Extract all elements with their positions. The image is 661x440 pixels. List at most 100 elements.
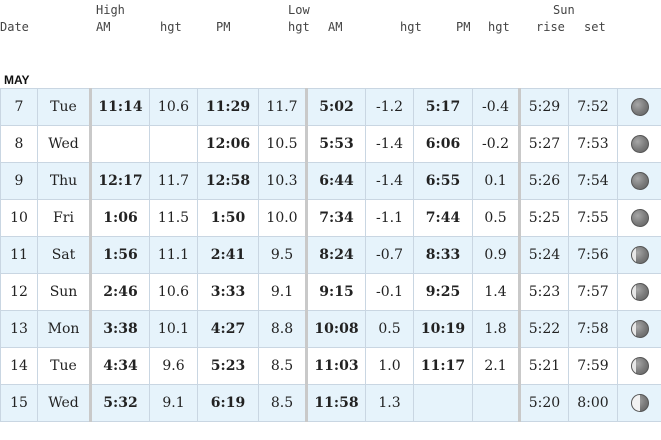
day-cell: 14 xyxy=(0,347,38,385)
waning-gibbous-moon-icon xyxy=(630,246,649,264)
moon-phase-cell xyxy=(617,384,661,422)
high-am-time-cell: 12:17 xyxy=(89,162,150,200)
waning-gibbous-moon-icon xyxy=(630,320,649,338)
tide-table: 7 Tue 11:14 10.6 11:29 11.7 5:02 -1.2 5:17 -0.4 5:… xyxy=(0,88,661,422)
full-moon-icon xyxy=(630,172,649,190)
low-am-time-cell: 8:24 xyxy=(305,236,366,274)
low-am-time-cell: 9:15 xyxy=(305,273,366,311)
low-pm-time-cell xyxy=(413,384,473,422)
high-pm-height-cell: 10.5 xyxy=(258,125,307,163)
low-pm-time-cell: 6:55 xyxy=(413,162,473,200)
sunset-cell: 7:56 xyxy=(568,236,618,274)
day-cell: 9 xyxy=(0,162,38,200)
high-pm-time-cell: 6:19 xyxy=(197,384,259,422)
high-am-height-cell: 10.6 xyxy=(149,88,198,126)
day-cell: 11 xyxy=(0,236,38,274)
high-pm-height-cell: 9.1 xyxy=(258,273,307,311)
high-am-height-cell: 9.6 xyxy=(149,347,198,385)
table-row: 15 Wed 5:32 9.1 6:19 8.5 11:58 1.3 5:20 8:00 xyxy=(0,384,661,422)
waning-gibbous-moon-icon xyxy=(630,357,649,375)
low-am-height-cell: 1.3 xyxy=(365,384,414,422)
low-pm-height-cell: 0.5 xyxy=(472,199,520,237)
low-am-height-cell: 0.5 xyxy=(365,310,414,348)
low-am-time-cell: 5:53 xyxy=(305,125,366,163)
low-pm-height-cell: 2.1 xyxy=(472,347,520,385)
table-row: 14 Tue 4:34 9.6 5:23 8.5 11:03 1.0 11:17 2.1 5:21 7… xyxy=(0,347,661,385)
high-am-height-cell: 11.5 xyxy=(149,199,198,237)
low-pm-height-cell: 0.1 xyxy=(472,162,520,200)
weekday-cell: Wed xyxy=(37,384,91,422)
header-high-am-hgt: hgt xyxy=(160,20,182,34)
sunrise-cell: 5:24 xyxy=(518,236,569,274)
full-moon-icon xyxy=(630,209,649,227)
high-am-height-cell: 10.1 xyxy=(149,310,198,348)
high-am-height-cell: 9.1 xyxy=(149,384,198,422)
header-high-pm-hgt: hgt xyxy=(288,20,310,34)
sunset-cell: 7:59 xyxy=(568,347,618,385)
low-pm-time-cell: 5:17 xyxy=(413,88,473,126)
high-pm-height-cell: 8.5 xyxy=(258,347,307,385)
high-pm-time-cell: 5:23 xyxy=(197,347,259,385)
moon-phase-cell xyxy=(617,88,661,126)
sunrise-cell: 5:21 xyxy=(518,347,569,385)
weekday-cell: Thu xyxy=(37,162,91,200)
low-pm-height-cell: -0.4 xyxy=(472,88,520,126)
day-cell: 10 xyxy=(0,199,38,237)
high-am-time-cell: 11:14 xyxy=(89,88,150,126)
low-pm-time-cell: 9:25 xyxy=(413,273,473,311)
header-date: Date xyxy=(0,20,29,34)
low-am-height-cell: -1.1 xyxy=(365,199,414,237)
weekday-cell: Tue xyxy=(37,347,91,385)
low-am-time-cell: 6:44 xyxy=(305,162,366,200)
moon-phase-cell xyxy=(617,125,661,163)
low-am-height-cell: -1.4 xyxy=(365,125,414,163)
low-am-height-cell: -1.2 xyxy=(365,88,414,126)
weekday-cell: Mon xyxy=(37,310,91,348)
weekday-cell: Fri xyxy=(37,199,91,237)
low-am-height-cell: 1.0 xyxy=(365,347,414,385)
moon-phase-cell xyxy=(617,236,661,274)
sunrise-cell: 5:23 xyxy=(518,273,569,311)
sunset-cell: 7:54 xyxy=(568,162,618,200)
header-low-am-hgt: hgt xyxy=(400,20,422,34)
sunrise-cell: 5:27 xyxy=(518,125,569,163)
high-pm-height-cell: 8.8 xyxy=(258,310,307,348)
low-pm-time-cell: 11:17 xyxy=(413,347,473,385)
full-moon-icon xyxy=(630,135,649,153)
table-row: 10 Fri 1:06 11.5 1:50 10.0 7:34 -1.1 7:44 0.5 5:25… xyxy=(0,199,661,237)
table-row: 13 Mon 3:38 10.1 4:27 8.8 10:08 0.5 10:19 1.8 5:22… xyxy=(0,310,661,348)
weekday-cell: Sat xyxy=(37,236,91,274)
low-pm-height-cell xyxy=(472,384,520,422)
low-am-time-cell: 10:08 xyxy=(305,310,366,348)
low-pm-height-cell: -0.2 xyxy=(472,125,520,163)
header-low-pm: PM xyxy=(456,20,471,34)
moon-phase-cell xyxy=(617,347,661,385)
weekday-cell: Sun xyxy=(37,273,91,311)
sunrise-cell: 5:29 xyxy=(518,88,569,126)
high-pm-time-cell: 11:29 xyxy=(197,88,259,126)
header-sun-set: set xyxy=(584,20,606,34)
moon-phase-cell xyxy=(617,273,661,311)
sunrise-cell: 5:22 xyxy=(518,310,569,348)
high-am-time-cell: 4:34 xyxy=(89,347,150,385)
moon-phase-cell xyxy=(617,162,661,200)
high-pm-time-cell: 1:50 xyxy=(197,199,259,237)
low-pm-height-cell: 0.9 xyxy=(472,236,520,274)
moon-phase-cell xyxy=(617,199,661,237)
header-high: High xyxy=(96,3,125,17)
weekday-cell: Tue xyxy=(37,88,91,126)
waning-gibbous-moon-icon xyxy=(630,283,649,301)
sunset-cell: 7:53 xyxy=(568,125,618,163)
high-am-time-cell: 2:46 xyxy=(89,273,150,311)
high-pm-time-cell: 2:41 xyxy=(197,236,259,274)
header-low-am: AM xyxy=(328,20,343,34)
day-cell: 15 xyxy=(0,384,38,422)
low-am-time-cell: 5:02 xyxy=(305,88,366,126)
header-high-am: AM xyxy=(96,20,111,34)
high-am-time-cell: 1:56 xyxy=(89,236,150,274)
low-am-time-cell: 11:03 xyxy=(305,347,366,385)
table-row: 8 Wed 12:06 10.5 5:53 -1.4 6:06 -0.2 5:27 7:53 xyxy=(0,125,661,163)
sunset-cell: 7:57 xyxy=(568,273,618,311)
high-am-time-cell: 5:32 xyxy=(89,384,150,422)
high-pm-time-cell: 4:27 xyxy=(197,310,259,348)
